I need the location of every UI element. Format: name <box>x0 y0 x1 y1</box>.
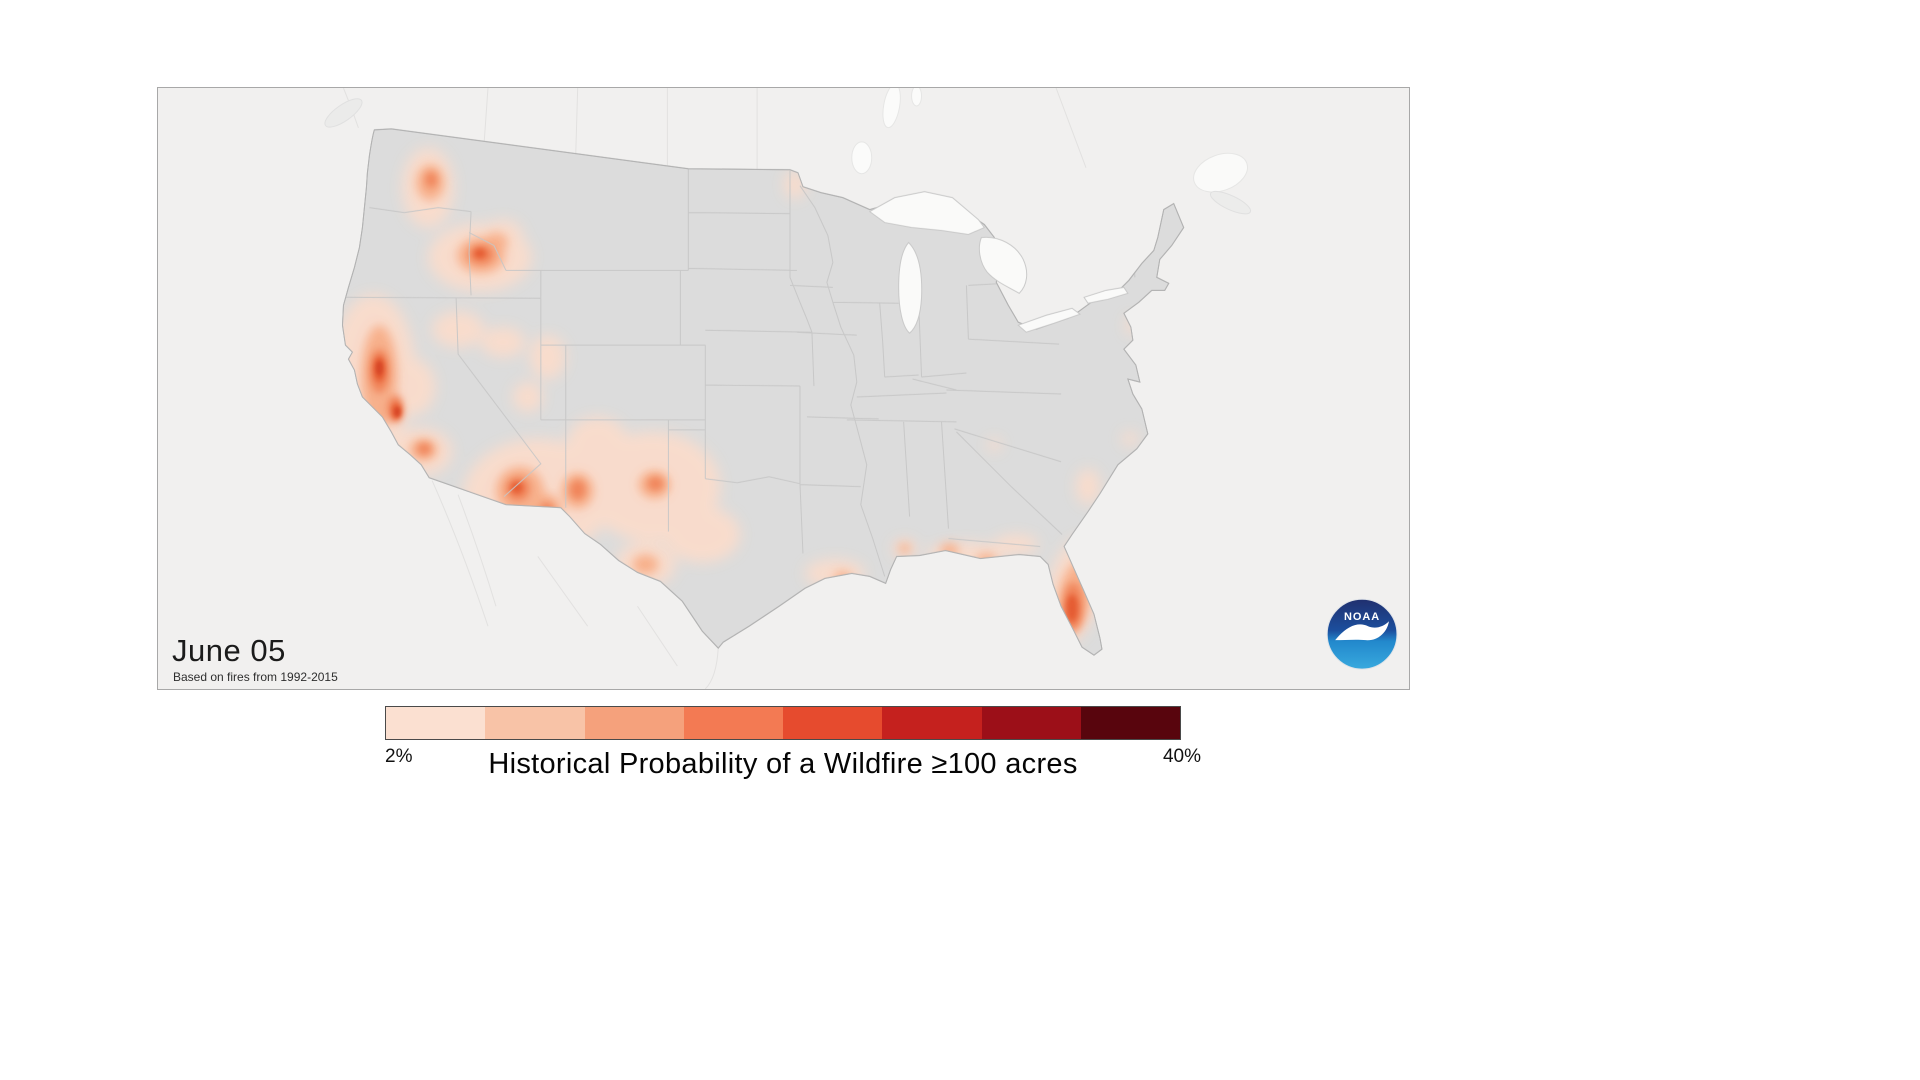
legend-title: Historical Probability of a Wildfire ≥10… <box>488 748 1078 780</box>
legend-max-label: 40% <box>1162 746 1201 767</box>
gulf-of-st-lawrence <box>1193 152 1248 193</box>
canada-lake <box>851 141 873 175</box>
nova-scotia <box>1209 190 1252 215</box>
noaa-logo: NOAA <box>1326 598 1398 670</box>
legend-segment <box>485 707 585 739</box>
map-panel: NOAA June 05 Based on fires from 1992-20… <box>157 87 1410 690</box>
lake-erie <box>1017 307 1082 333</box>
legend-segment <box>1080 707 1180 739</box>
lake-ontario <box>1083 286 1129 304</box>
legend-segment <box>981 707 1081 739</box>
lake-huron <box>978 236 1028 294</box>
state-borders <box>344 168 1136 577</box>
neighbor-country-lines <box>343 88 1087 689</box>
legend: 2% 40% Historical Probability of a Wildf… <box>385 706 1201 816</box>
source-note: Based on fires from 1992-2015 <box>173 670 338 684</box>
us-outline <box>341 128 1185 656</box>
noaa-logo-text: NOAA <box>1344 611 1380 623</box>
legend-segment <box>584 707 684 739</box>
great-lakes <box>868 191 1129 334</box>
legend-min-label: 2% <box>385 746 413 767</box>
legend-color-scale <box>385 706 1181 740</box>
legend-segment <box>386 707 486 739</box>
lake-superior <box>868 191 986 236</box>
canada-lake <box>882 88 901 129</box>
us-map: NOAA <box>324 88 1398 689</box>
date-label: June 05 <box>172 633 286 668</box>
canada-lake <box>911 88 923 107</box>
legend-segment <box>882 707 982 739</box>
vancouver-island <box>324 98 363 128</box>
noaa-seagull-icon <box>1335 621 1389 641</box>
hotspot-peak-layer <box>375 361 401 417</box>
legend-segment <box>683 707 783 739</box>
lake-michigan <box>898 241 923 334</box>
legend-segment <box>783 707 883 739</box>
